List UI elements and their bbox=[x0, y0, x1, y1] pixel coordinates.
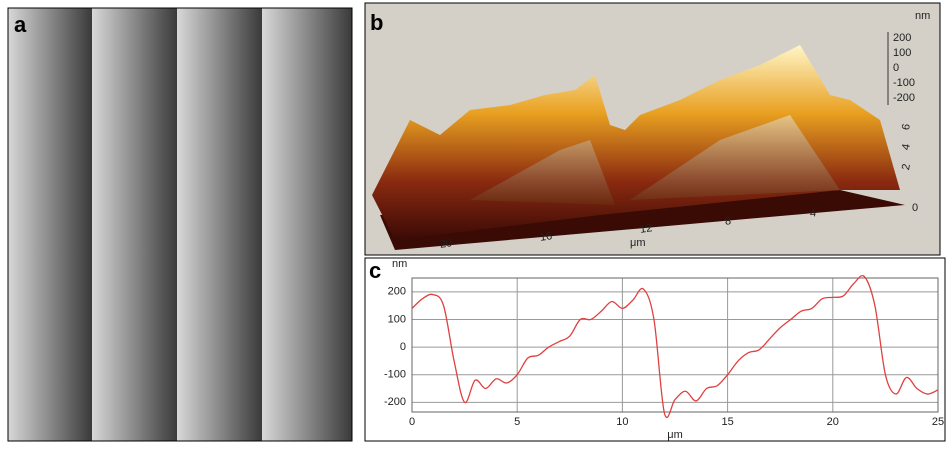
y-tick-label: 0 bbox=[400, 341, 406, 353]
stripe bbox=[177, 8, 262, 441]
x-tick-label: 10 bbox=[616, 416, 628, 428]
y-tick-label: -200 bbox=[384, 396, 406, 408]
z-tick-label: 0 bbox=[893, 62, 899, 74]
stripe bbox=[92, 8, 177, 441]
x-tick-label: 16 bbox=[539, 230, 553, 244]
x-tick-label: 25 bbox=[932, 416, 944, 428]
panel-label: a bbox=[14, 12, 27, 37]
x-tick-label: 20 bbox=[439, 237, 453, 251]
x-unit: μm bbox=[630, 237, 646, 249]
z-tick-label: 200 bbox=[893, 32, 911, 44]
x-tick-label: 12 bbox=[639, 222, 653, 236]
x-tick-label: 20 bbox=[827, 416, 839, 428]
figure: a b nm 2001000-100-20020161284μm0246 c n… bbox=[0, 0, 949, 445]
y-tick-label: -100 bbox=[384, 369, 406, 381]
panel-label: c bbox=[369, 258, 381, 283]
x-axis-label: μm bbox=[667, 429, 683, 441]
panel-c: c nm μm -200 -100 0 100 200 0 5 10 15 20 25 bbox=[365, 258, 945, 441]
y-tick-label: 100 bbox=[388, 313, 406, 325]
z-tick-label: -100 bbox=[893, 77, 915, 89]
stripe bbox=[262, 8, 352, 441]
z-unit: nm bbox=[915, 10, 930, 22]
x-tick-label: 15 bbox=[721, 416, 733, 428]
y-axis-label: nm bbox=[392, 258, 407, 270]
x-tick-label: 5 bbox=[514, 416, 520, 428]
z-tick-label: 100 bbox=[893, 47, 911, 59]
stripe bbox=[8, 8, 92, 441]
z-tick-label: -200 bbox=[893, 92, 915, 104]
y-tick-label: 0 bbox=[912, 202, 918, 214]
y-tick-label: 200 bbox=[388, 286, 406, 298]
panel-label: b bbox=[370, 10, 383, 35]
x-tick-label: 0 bbox=[409, 416, 415, 428]
panel-a: a bbox=[8, 8, 352, 441]
